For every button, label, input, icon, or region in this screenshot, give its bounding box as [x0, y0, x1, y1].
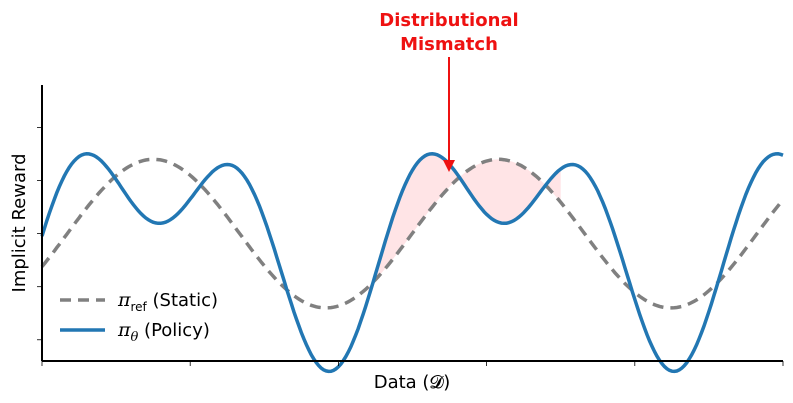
legend-suffix: (Policy) — [138, 320, 210, 341]
annotation-arrow-head — [443, 160, 455, 172]
annotation-line-2: Mismatch — [400, 34, 498, 55]
legend-subscript: θ — [131, 330, 139, 345]
legend-suffix: (Static) — [147, 290, 218, 311]
y-axis-label: Implicit Reward — [9, 154, 30, 293]
legend: πref (Static) πθ (Policy) — [60, 289, 218, 345]
legend-label-pi-ref: πref (Static) — [117, 289, 218, 314]
series-line-pi-ref — [40, 157, 785, 310]
legend-label-pi-theta: πθ (Policy) — [117, 319, 210, 345]
annotation-line-1: Distributional — [379, 10, 518, 31]
legend-subscript: ref — [131, 300, 148, 314]
annotation-distributional-mismatch: Distributional Mismatch — [379, 10, 519, 172]
x-axis-label: Data (𝓓) — [374, 372, 451, 393]
legend-pi-symbol: π — [117, 319, 131, 341]
axis-ticks — [37, 127, 784, 366]
distributional-mismatch-shading — [368, 153, 561, 299]
legend-pi-symbol: π — [117, 289, 131, 311]
